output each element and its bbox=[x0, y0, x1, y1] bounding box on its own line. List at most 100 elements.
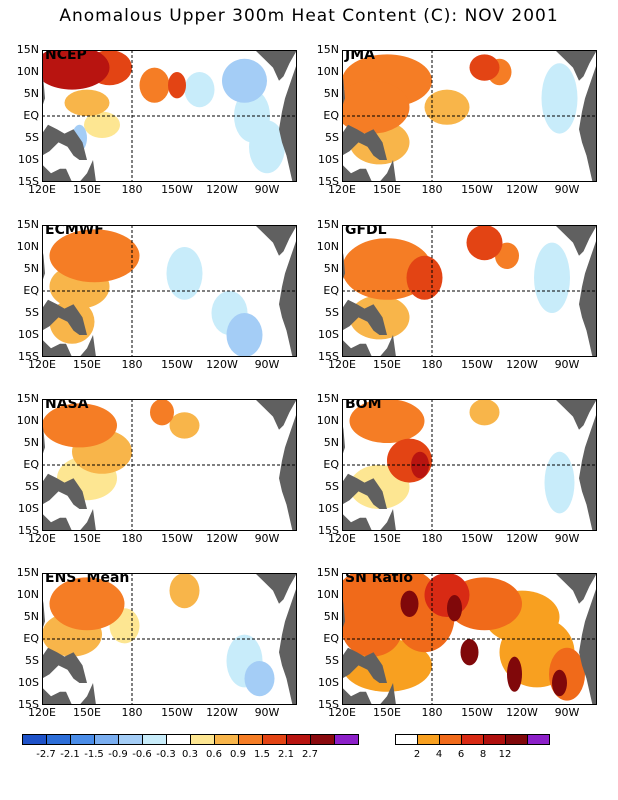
colorbar-swatch bbox=[214, 734, 239, 745]
y-tick-label: EQ bbox=[23, 109, 39, 122]
y-tick-label: 10S bbox=[18, 676, 39, 689]
land-mass bbox=[342, 513, 372, 531]
panel-plot bbox=[42, 399, 297, 531]
y-tick-label: 10N bbox=[16, 65, 39, 78]
contour-region bbox=[249, 120, 285, 174]
y-tick-label: 10S bbox=[318, 676, 339, 689]
land-mass bbox=[379, 160, 396, 182]
colorbar-label: 2.1 bbox=[278, 749, 294, 760]
land-mass bbox=[279, 63, 297, 182]
colorbar-label: -2.1 bbox=[60, 749, 80, 760]
land-mass bbox=[79, 335, 96, 357]
contour-region bbox=[49, 577, 125, 631]
contour-region bbox=[424, 89, 470, 125]
land-mass bbox=[555, 50, 597, 81]
contour-region bbox=[139, 67, 170, 103]
contour-region bbox=[466, 225, 503, 261]
x-tick-label: 180 bbox=[121, 706, 143, 719]
x-tick-label: 90W bbox=[254, 706, 280, 719]
panel-title: SN Ratio bbox=[345, 573, 414, 586]
x-tick-label: 90W bbox=[254, 358, 280, 371]
contour-region bbox=[534, 242, 570, 313]
x-tick-label: 120E bbox=[328, 706, 356, 719]
y-tick-label: EQ bbox=[23, 284, 39, 297]
land-mass bbox=[342, 647, 387, 683]
colorbar-swatch bbox=[46, 734, 71, 745]
colorbar-swatch bbox=[286, 734, 311, 745]
y-tick-label: 5N bbox=[23, 262, 39, 275]
land-mass bbox=[342, 299, 387, 335]
contour-region bbox=[42, 50, 110, 90]
x-tick-label: 120E bbox=[328, 532, 356, 545]
panel-title: GFDL bbox=[345, 225, 387, 238]
panel-title: ENS. Mean bbox=[45, 573, 130, 586]
panel-frame bbox=[342, 573, 597, 705]
contour-region bbox=[244, 661, 275, 697]
contour-region bbox=[207, 469, 267, 523]
y-tick-label: 10S bbox=[318, 502, 339, 515]
y-tick-label: 15S bbox=[18, 524, 39, 537]
contour-region bbox=[400, 590, 419, 617]
land-mass bbox=[79, 160, 96, 182]
x-tick-label: 120W bbox=[506, 358, 538, 371]
y-tick-label: 15N bbox=[16, 218, 39, 231]
x-tick-label: 120E bbox=[28, 183, 56, 196]
panel-frame bbox=[342, 225, 597, 357]
x-tick-label: 120E bbox=[28, 532, 56, 545]
land-mass bbox=[555, 573, 597, 604]
y-tick-label: 10N bbox=[16, 588, 39, 601]
contour-region bbox=[541, 63, 578, 134]
y-tick-label: 15N bbox=[316, 218, 339, 231]
land-mass bbox=[42, 299, 87, 335]
x-tick-label: 180 bbox=[121, 532, 143, 545]
land-mass bbox=[555, 225, 597, 256]
contour-region bbox=[522, 299, 567, 353]
land-mass bbox=[342, 164, 372, 182]
contour-region bbox=[349, 399, 425, 443]
y-tick-label: 10N bbox=[316, 240, 339, 253]
panel-plot bbox=[42, 225, 297, 357]
panel-plot bbox=[42, 573, 297, 705]
y-tick-label: 15N bbox=[16, 43, 39, 56]
y-tick-label: 15S bbox=[318, 175, 339, 188]
colorbar-label: 2.7 bbox=[302, 749, 318, 760]
x-tick-label: 120W bbox=[206, 532, 238, 545]
y-tick-label: 15N bbox=[16, 392, 39, 405]
map-panel-7: ENS. Mean bbox=[42, 573, 297, 705]
y-tick-label: 5N bbox=[323, 436, 339, 449]
x-tick-label: 180 bbox=[421, 532, 443, 545]
land-mass bbox=[342, 339, 372, 357]
land-mass bbox=[79, 509, 96, 531]
panel-plot bbox=[342, 573, 597, 705]
y-tick-label: 5S bbox=[325, 131, 339, 144]
map-panel-8: SN Ratio bbox=[342, 573, 597, 705]
land-mass bbox=[79, 683, 96, 705]
y-tick-label: 5N bbox=[323, 610, 339, 623]
colorbar-label: -1.5 bbox=[84, 749, 104, 760]
x-tick-label: 180 bbox=[121, 358, 143, 371]
contour-region bbox=[169, 412, 200, 439]
map-panel-2: JMA bbox=[342, 50, 597, 182]
x-tick-label: 120W bbox=[206, 358, 238, 371]
y-tick-label: 10N bbox=[316, 414, 339, 427]
colorbar-label: 6 bbox=[457, 749, 465, 760]
y-tick-label: 10N bbox=[16, 414, 39, 427]
x-tick-label: 150W bbox=[161, 706, 193, 719]
colorbar-swatch bbox=[334, 734, 359, 745]
x-tick-label: 120W bbox=[206, 706, 238, 719]
y-tick-label: 15N bbox=[316, 566, 339, 579]
panel-title: NASA bbox=[45, 399, 89, 412]
contour-region bbox=[447, 595, 462, 622]
contour-region bbox=[469, 399, 500, 426]
contour-region bbox=[150, 399, 174, 426]
colorbar-swatch bbox=[262, 734, 287, 745]
y-tick-label: 15S bbox=[318, 524, 339, 537]
contour-region bbox=[129, 255, 165, 300]
colorbar-swatch bbox=[238, 734, 263, 745]
contour-region bbox=[166, 247, 203, 300]
land-mass bbox=[255, 573, 297, 604]
y-tick-label: 15S bbox=[18, 698, 39, 711]
colorbar-label: 4 bbox=[435, 749, 443, 760]
map-panel-4: GFDL bbox=[342, 225, 597, 357]
contour-region bbox=[64, 89, 110, 116]
